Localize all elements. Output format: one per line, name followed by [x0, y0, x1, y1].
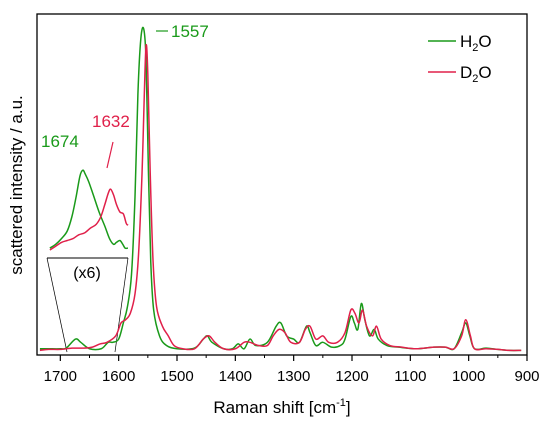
x-tick-label-1000: 1000 — [452, 368, 485, 385]
annotation-1632: 1632 — [92, 112, 130, 169]
series-layer — [39, 26, 522, 352]
annotation-1557: 1557 — [156, 22, 209, 41]
x-tick-label-1600: 1600 — [102, 368, 135, 385]
annotation-1632-label: 1632 — [92, 112, 130, 131]
inset-series-layer — [49, 169, 129, 251]
plot-frame — [36, 13, 528, 356]
inset-right-guide — [114, 257, 129, 353]
inset-series-line-h2o — [49, 169, 129, 250]
x-tick-label-900: 900 — [514, 368, 539, 385]
x-axis-ticks: 1700 1600 1500 1400 1300 1200 1100 1000 900 — [44, 355, 540, 385]
series-line-h2o — [39, 26, 522, 352]
inset-zoom-indicator — [46, 257, 129, 353]
x-tick-label-1100: 1100 — [394, 368, 426, 385]
annotation-1557-label: 1557 — [171, 22, 209, 41]
inset-scale-label: (x6) — [73, 265, 101, 282]
x-tick-label-1300: 1300 — [277, 368, 310, 385]
inset-series-line-d2o — [49, 188, 129, 251]
legend-d2o-label: D2O — [460, 63, 492, 85]
series-line-d2o — [39, 43, 522, 352]
x-axis-label: Raman shift [cm-1] — [213, 397, 350, 417]
inset-left-guide — [46, 257, 68, 353]
annotation-1632-leader — [106, 141, 114, 169]
x-tick-label-1200: 1200 — [335, 368, 368, 385]
x-tick-label-1700: 1700 — [44, 368, 77, 385]
y-axis-label: scattered intensity / a.u. — [7, 95, 26, 275]
legend-h2o-label: H2O — [460, 32, 492, 54]
x-tick-label-1400: 1400 — [219, 368, 252, 385]
annotation-1674-label: 1674 — [41, 132, 79, 151]
legend: H2O D2O — [428, 32, 492, 85]
x-tick-label-1500: 1500 — [160, 368, 193, 385]
